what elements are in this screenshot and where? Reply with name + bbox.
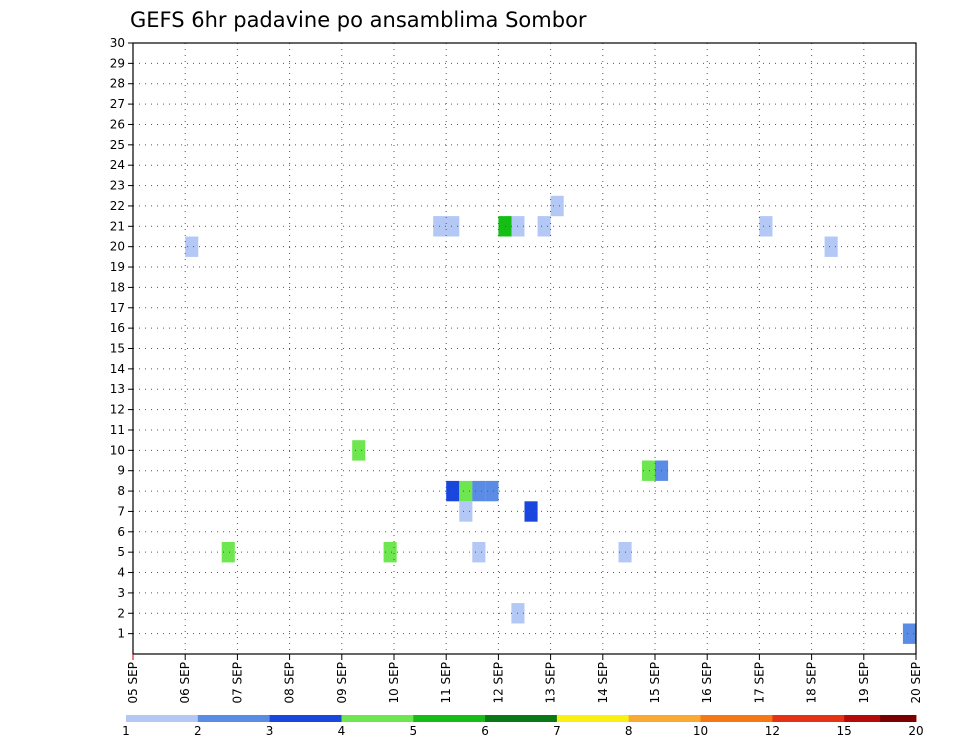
colorbar-swatch	[197, 715, 271, 722]
data-cells	[185, 195, 916, 644]
colorbar-swatch	[413, 715, 486, 722]
x-tick-label: 14 SEP	[596, 662, 610, 704]
y-tick-label: 1	[117, 627, 125, 641]
data-cell	[824, 236, 838, 257]
x-tick-label: 07 SEP	[230, 662, 244, 704]
data-cell	[485, 480, 499, 502]
colorbar-tick-label: 5	[409, 724, 417, 738]
data-cell	[446, 480, 460, 502]
y-tick-label: 17	[110, 301, 125, 315]
x-tick-label: 20 SEP	[909, 662, 923, 704]
x-tick-label: 19 SEP	[857, 662, 871, 704]
data-cell	[759, 216, 773, 237]
data-cell	[472, 542, 486, 563]
data-cell	[537, 216, 551, 237]
colorbar-swatch	[485, 715, 558, 722]
y-tick-label: 28	[110, 77, 125, 91]
colorbar-swatch	[341, 715, 414, 722]
y-tick-label: 20	[110, 240, 125, 254]
x-tick-label: 12 SEP	[491, 662, 505, 704]
y-tick-label: 27	[110, 97, 125, 111]
y-tick-label: 26	[110, 117, 125, 131]
colorbar-tick-label: 6	[481, 724, 489, 738]
x-tick-label: 08 SEP	[283, 662, 297, 704]
colorbar: 1 2 3 4 5 6 7 8 10 12 15 20	[122, 715, 924, 738]
y-tick-label: 9	[117, 464, 125, 478]
y-tick-label: 14	[110, 362, 125, 376]
colorbar-tick-label: 12	[765, 724, 780, 738]
data-cell	[498, 216, 512, 237]
x-tick-label: 05 SEP	[126, 662, 140, 704]
y-tick-label: 29	[110, 56, 125, 70]
data-cell	[383, 542, 397, 563]
y-axis: 1234567891011121314151617181920212223242…	[110, 36, 133, 641]
y-tick-label: 21	[110, 219, 125, 233]
x-tick-label: 17 SEP	[752, 662, 766, 704]
colorbar-swatch	[628, 715, 701, 722]
x-tick-label: 11 SEP	[439, 662, 453, 704]
colorbar-swatch	[880, 715, 916, 722]
y-tick-label: 22	[110, 199, 125, 213]
data-cell	[459, 480, 473, 502]
colorbar-tick-label: 1	[122, 724, 130, 738]
colorbar-swatch	[556, 715, 630, 722]
data-cell	[902, 623, 916, 644]
colorbar-tick-label: 10	[693, 724, 708, 738]
data-cell	[642, 460, 656, 481]
data-cell	[221, 542, 235, 563]
y-tick-label: 12	[110, 403, 125, 417]
y-tick-label: 5	[117, 545, 125, 559]
y-tick-label: 24	[110, 158, 125, 172]
x-tick-label: 10 SEP	[387, 662, 401, 704]
x-tick-label: 15 SEP	[648, 662, 662, 704]
y-tick-label: 4	[117, 566, 125, 580]
y-tick-label: 3	[117, 586, 125, 600]
y-tick-label: 16	[110, 321, 125, 335]
colorbar-tick-label: 4	[338, 724, 346, 738]
colorbar-tick-label: 3	[266, 724, 274, 738]
data-cell	[185, 236, 199, 257]
x-tick-label: 13 SEP	[544, 662, 558, 704]
colorbar-tick-label: 8	[625, 724, 633, 738]
y-tick-label: 8	[117, 484, 125, 498]
data-cell	[352, 440, 366, 461]
colorbar-swatch	[269, 715, 342, 722]
data-cell	[550, 195, 564, 217]
x-tick-label: 09 SEP	[335, 662, 349, 704]
x-tick-label: 18 SEP	[805, 662, 819, 704]
data-cell	[459, 501, 473, 522]
y-tick-label: 10	[110, 443, 125, 457]
y-tick-label: 2	[117, 606, 125, 620]
y-tick-label: 19	[110, 260, 125, 274]
y-tick-label: 15	[110, 342, 125, 356]
colorbar-tick-label: 15	[837, 724, 852, 738]
y-tick-label: 23	[110, 179, 125, 193]
y-tick-label: 30	[110, 36, 125, 50]
y-tick-label: 18	[110, 280, 125, 294]
colorbar-tick-label: 2	[194, 724, 202, 738]
data-cell	[524, 501, 538, 522]
plot-frame	[132, 42, 917, 655]
y-tick-label: 25	[110, 138, 125, 152]
x-axis: 05 SEP 06 SEP 07 SEP 08 SEP 09 SEP 10 SEP 11 S…	[126, 654, 923, 704]
data-cell	[472, 480, 486, 502]
y-tick-label: 13	[110, 382, 125, 396]
chart-title: GEFS 6hr padavine po ansamblima Sombor	[130, 8, 587, 32]
grid-lines	[133, 42, 916, 654]
colorbar-tick-label: 20	[908, 724, 923, 738]
colorbar-swatch	[700, 715, 773, 722]
y-tick-label: 11	[110, 423, 125, 437]
x-tick-label: 16 SEP	[700, 662, 714, 704]
colorbar-swatch	[126, 715, 199, 722]
x-tick-label: 06 SEP	[178, 662, 192, 704]
colorbar-swatch	[772, 715, 845, 722]
y-tick-label: 7	[117, 504, 125, 518]
y-tick-label: 6	[117, 525, 125, 539]
data-cell	[446, 216, 460, 237]
colorbar-tick-label: 7	[553, 724, 561, 738]
